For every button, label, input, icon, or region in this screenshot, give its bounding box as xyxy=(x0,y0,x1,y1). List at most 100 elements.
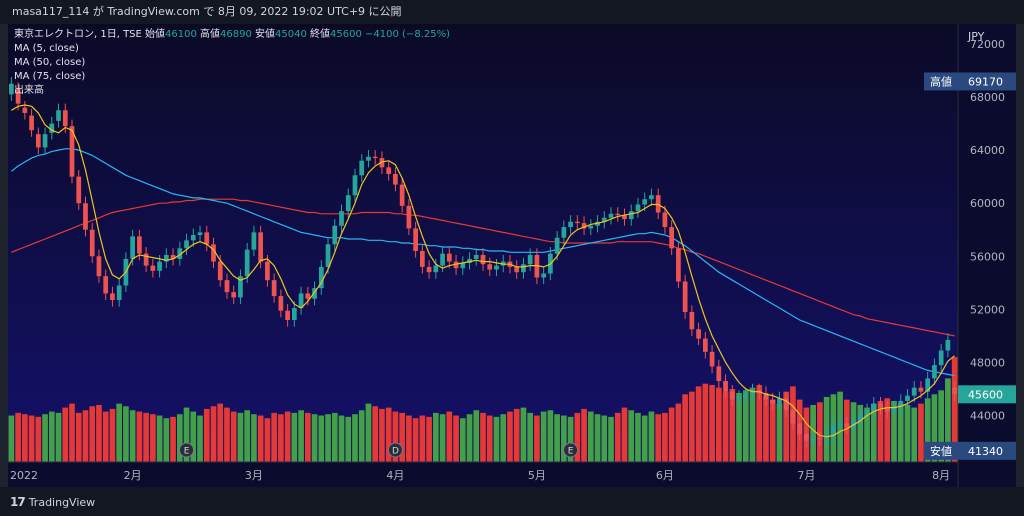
candle xyxy=(251,225,257,257)
ma75-legend[interactable]: MA (75, close) xyxy=(14,71,86,82)
volume-bar xyxy=(513,408,520,462)
candle-body xyxy=(56,110,61,121)
time-tick-label: 7月 xyxy=(797,469,815,482)
volume-bar xyxy=(15,412,21,462)
candle xyxy=(399,177,405,213)
volume-bar xyxy=(877,400,884,462)
volume-bar xyxy=(217,403,224,462)
volume-legend[interactable]: 出来高 xyxy=(14,85,44,96)
candle-body xyxy=(642,199,648,205)
candle-body xyxy=(473,254,479,259)
candle xyxy=(804,427,809,448)
candle-body xyxy=(898,400,904,408)
volume-bar xyxy=(22,414,28,462)
volume-bar xyxy=(406,415,412,462)
candle xyxy=(372,150,378,165)
volume-bar xyxy=(453,415,459,462)
ma50-legend[interactable]: MA (50, close) xyxy=(14,57,86,68)
volume-bar xyxy=(763,395,769,462)
chart-panel[interactable]: E D E JPY 72000 68000 64000 60000 56000 52000 4800… xyxy=(8,24,1016,487)
candle-body xyxy=(467,258,472,263)
candle xyxy=(494,258,499,277)
tradingview-logo[interactable]: 17 TradingView xyxy=(10,495,95,509)
candle-body xyxy=(669,227,675,249)
price-badge-box xyxy=(958,385,1016,404)
volume-bar xyxy=(938,390,944,462)
price-badge-value: 45600 xyxy=(968,388,1003,401)
candle xyxy=(905,389,910,408)
candle xyxy=(676,241,681,289)
candle-body xyxy=(844,423,850,428)
candle xyxy=(911,381,917,403)
candle-body xyxy=(170,254,176,259)
candle xyxy=(817,431,823,447)
candle xyxy=(568,215,573,234)
candle-body xyxy=(601,217,607,222)
volume-bar xyxy=(722,391,729,462)
candle-body xyxy=(69,126,75,177)
candle xyxy=(379,151,385,174)
volume-bar xyxy=(311,414,318,462)
candle xyxy=(514,260,520,279)
candle xyxy=(238,269,243,305)
price-badge-box xyxy=(958,72,1016,91)
candle xyxy=(184,233,189,255)
chart-legend: 東京エレクトロン, 1日, TSE 始値46100 高値46890 安値4504… xyxy=(14,28,450,98)
candle xyxy=(844,416,850,435)
candle-body xyxy=(830,426,836,436)
volume-bar xyxy=(769,399,776,462)
candle-body xyxy=(352,175,358,196)
candle-body xyxy=(426,266,432,273)
price-badge-value: 69170 xyxy=(968,75,1003,88)
candle xyxy=(534,248,540,285)
volume-bar xyxy=(176,414,183,462)
candle-body xyxy=(628,211,634,220)
candle xyxy=(83,196,88,237)
volume-bar xyxy=(534,415,540,462)
volume-bar xyxy=(608,416,614,462)
candle-body xyxy=(864,410,870,415)
volume-bar xyxy=(385,407,392,462)
volume-bar xyxy=(237,412,244,462)
candle-body xyxy=(379,158,385,168)
candle-body xyxy=(393,173,398,185)
candle xyxy=(143,246,149,273)
candle-body xyxy=(702,338,708,352)
candle-body xyxy=(197,232,203,236)
ohlc-row: 東京エレクトロン, 1日, TSE 始値46100 高値46890 安値4504… xyxy=(14,28,450,42)
volume-bar xyxy=(82,410,89,462)
candle xyxy=(278,289,284,318)
candle-body xyxy=(150,265,156,271)
volume-bar xyxy=(419,415,426,462)
candle-body xyxy=(190,235,196,241)
ma5-legend[interactable]: MA (5, close) xyxy=(14,43,79,54)
footer: 17 TradingView xyxy=(0,487,1024,516)
volume-bar xyxy=(702,383,709,462)
candle-body xyxy=(804,434,809,441)
volume-bar xyxy=(594,414,601,462)
candle-body xyxy=(103,276,109,294)
candle-body xyxy=(770,399,776,404)
candle-body xyxy=(514,266,520,273)
candle-body xyxy=(561,227,567,238)
volume-bar xyxy=(897,403,904,462)
candle-body xyxy=(285,310,290,320)
candle-body xyxy=(420,250,425,267)
candle-body xyxy=(406,205,412,229)
candle-body xyxy=(96,256,102,277)
event-marker: E xyxy=(179,442,195,458)
candle xyxy=(150,258,156,278)
close-value: 45600 xyxy=(330,29,362,40)
volume-bar xyxy=(689,391,695,462)
candle-body xyxy=(238,276,243,298)
candle xyxy=(884,400,890,419)
candle-body xyxy=(305,293,311,299)
candle-body xyxy=(871,403,877,411)
price-badge: 45600 xyxy=(958,385,1016,404)
volume-bar xyxy=(345,416,352,462)
volume-bar xyxy=(682,394,688,462)
volume-bar xyxy=(736,392,742,462)
symbol-label[interactable]: 東京エレクトロン, 1日, TSE xyxy=(14,29,142,40)
volume-bar xyxy=(776,403,783,462)
